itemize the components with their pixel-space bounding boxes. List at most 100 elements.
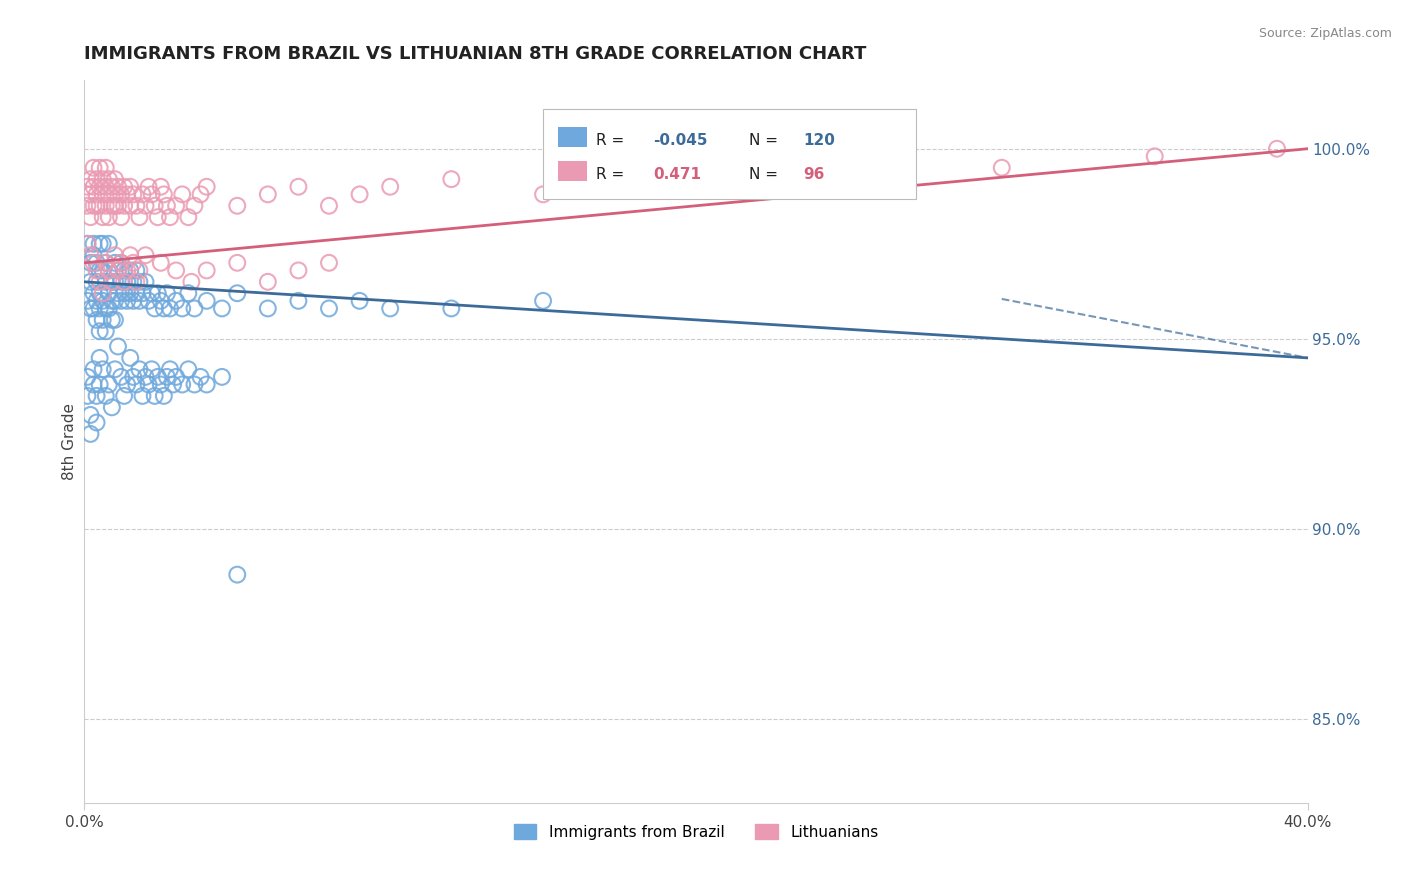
Point: [97, 187, 120, 202]
Text: 120: 120: [804, 133, 835, 148]
Point: [120, 179, 142, 194]
Point: [104, 362, 127, 376]
Point: [101, 199, 124, 213]
Point: [159, 362, 181, 376]
Point: [190, 370, 212, 384]
Point: [165, 263, 187, 277]
FancyBboxPatch shape: [543, 109, 917, 200]
Point: [349, 293, 371, 308]
Point: [318, 301, 340, 316]
Point: [104, 293, 127, 308]
Legend: Immigrants from Brazil, Lithuanians: Immigrants from Brazil, Lithuanians: [508, 818, 884, 846]
Point: [141, 286, 163, 301]
Point: [104, 313, 127, 327]
Point: [131, 286, 153, 301]
Point: [91, 236, 114, 251]
Point: [146, 370, 169, 384]
Point: [112, 179, 135, 194]
Point: [128, 263, 150, 277]
Point: [120, 263, 142, 277]
Point: [146, 286, 169, 301]
Point: [165, 293, 187, 308]
Point: [89, 179, 111, 194]
Point: [91, 210, 114, 224]
Point: [89, 263, 111, 277]
Point: [94, 275, 117, 289]
Point: [128, 275, 150, 289]
Point: [101, 275, 124, 289]
Point: [76, 236, 98, 251]
Point: [153, 187, 176, 202]
Point: [110, 256, 132, 270]
Point: [89, 286, 111, 301]
Point: [110, 210, 132, 224]
Point: [94, 256, 117, 270]
Point: [122, 293, 145, 308]
Point: [79, 256, 101, 270]
Text: N =: N =: [748, 167, 783, 182]
Point: [131, 187, 153, 202]
Point: [128, 293, 150, 308]
Point: [143, 301, 166, 316]
Point: [91, 313, 114, 327]
Point: [79, 275, 101, 289]
Point: [135, 248, 157, 262]
Point: [991, 161, 1014, 175]
Point: [112, 286, 135, 301]
Point: [107, 263, 129, 277]
Point: [138, 179, 160, 194]
Point: [107, 286, 129, 301]
Point: [125, 263, 148, 277]
Text: -0.045: -0.045: [654, 133, 707, 148]
Point: [531, 293, 554, 308]
Point: [226, 567, 249, 582]
Point: [159, 301, 181, 316]
Point: [149, 377, 172, 392]
Point: [83, 256, 105, 270]
Point: [104, 248, 127, 262]
Point: [91, 263, 114, 277]
Point: [97, 236, 120, 251]
Point: [89, 161, 111, 175]
Point: [190, 187, 212, 202]
Point: [211, 301, 233, 316]
Point: [79, 187, 101, 202]
Point: [143, 389, 166, 403]
Point: [91, 187, 114, 202]
Point: [183, 199, 205, 213]
Point: [97, 210, 120, 224]
Point: [120, 199, 142, 213]
Point: [89, 377, 111, 392]
Point: [125, 199, 148, 213]
Point: [104, 172, 127, 186]
Point: [287, 293, 309, 308]
Point: [97, 172, 120, 186]
Point: [101, 275, 124, 289]
FancyBboxPatch shape: [558, 161, 588, 181]
Point: [112, 263, 135, 277]
Point: [149, 256, 172, 270]
Point: [349, 187, 371, 202]
Point: [143, 199, 166, 213]
Point: [125, 377, 148, 392]
Point: [104, 199, 127, 213]
Point: [195, 377, 218, 392]
Point: [83, 161, 105, 175]
Point: [89, 351, 111, 365]
Point: [97, 377, 120, 392]
Point: [122, 275, 145, 289]
Point: [135, 199, 157, 213]
Point: [107, 339, 129, 353]
Point: [122, 256, 145, 270]
Point: [83, 362, 105, 376]
Point: [112, 199, 135, 213]
Point: [110, 293, 132, 308]
Point: [177, 362, 200, 376]
Point: [83, 179, 105, 194]
Point: [76, 179, 98, 194]
Point: [91, 172, 114, 186]
Point: [86, 256, 108, 270]
Point: [94, 256, 117, 270]
Point: [97, 301, 120, 316]
Point: [104, 256, 127, 270]
